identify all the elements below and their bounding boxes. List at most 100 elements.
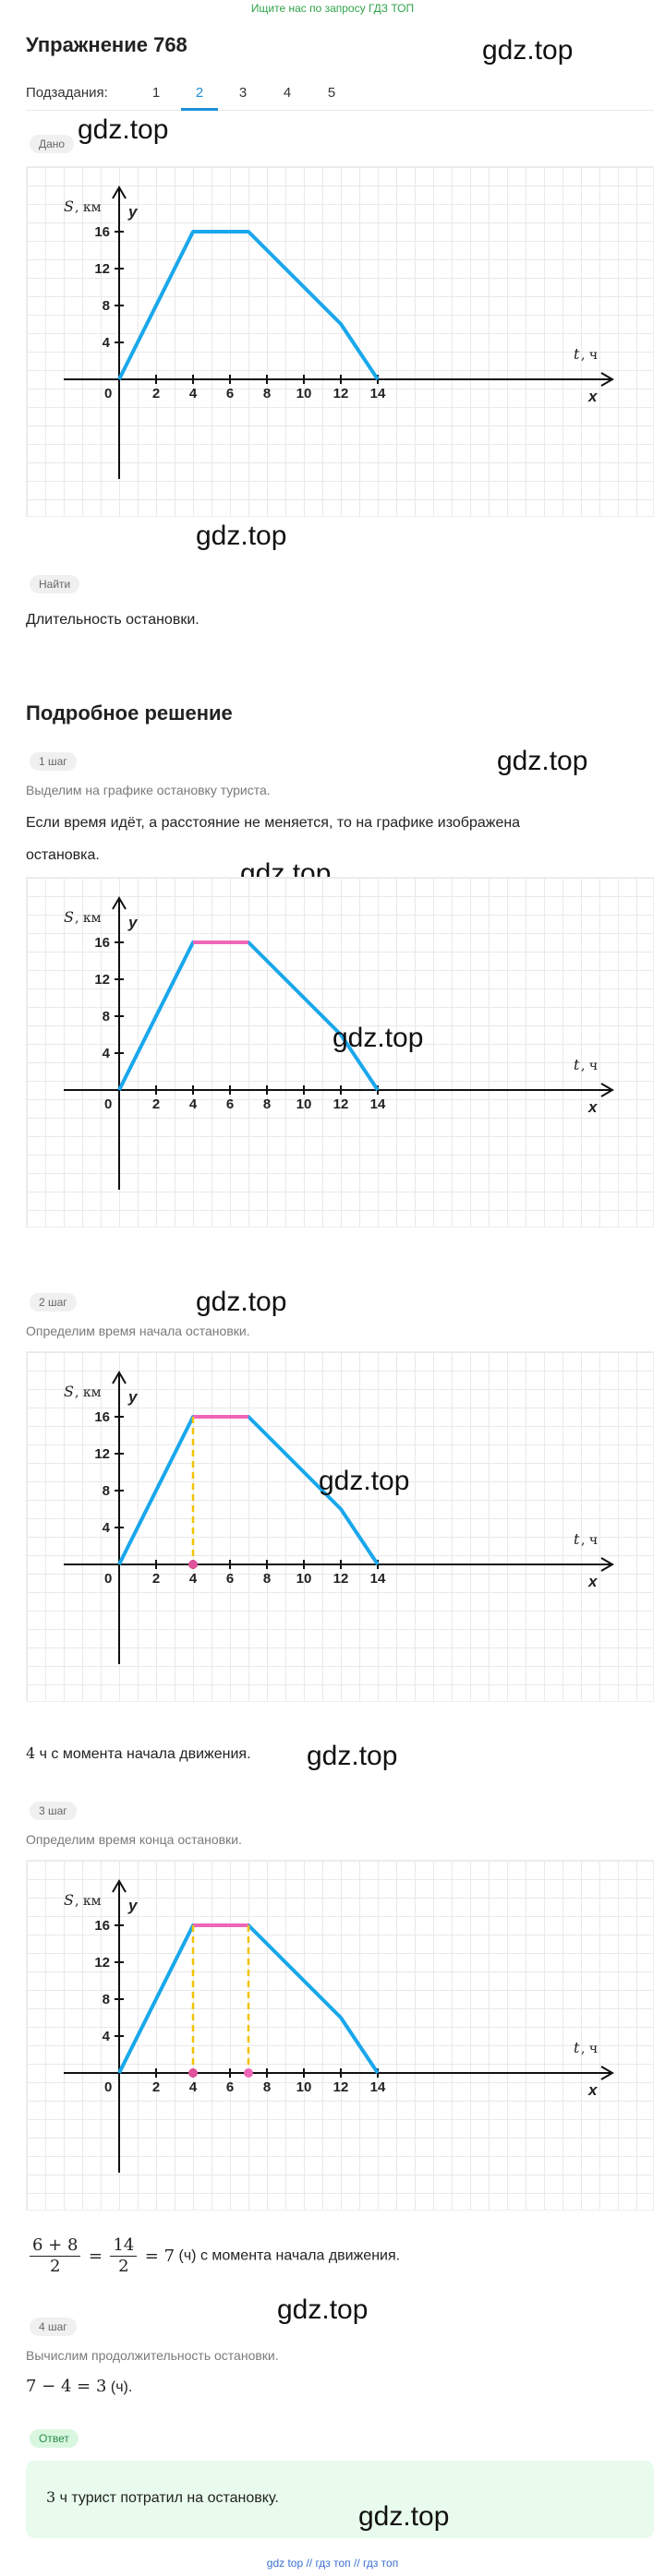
- distance-line: [117, 230, 380, 381]
- x-axis-label-unit: , ч: [581, 1533, 598, 1548]
- watermark: gdz.top: [332, 1023, 424, 1053]
- step-3-caption: Определим время конца остановки.: [26, 1832, 242, 1847]
- x-axis-label-symbol: t: [574, 345, 580, 363]
- y-tick-label: 12: [94, 1446, 110, 1462]
- step-1-text-line2: остановка.: [26, 847, 100, 863]
- step-1-badge: 1 шаг: [30, 752, 77, 771]
- tab-subtask-1[interactable]: 1: [151, 85, 161, 101]
- step-3-graph: S, км y t, ч x 0 2 4 6 8 10 12 14 4 8 12 16: [26, 1860, 654, 2211]
- y-tick-label: 4: [103, 1046, 111, 1061]
- x-tick-label: 10: [296, 1096, 312, 1112]
- watermark: gdz.top: [196, 521, 287, 551]
- y-axis-label-symbol: S: [64, 1383, 74, 1400]
- fraction-2-numerator: 14: [110, 2235, 138, 2257]
- tab-subtask-4[interactable]: 4: [283, 85, 292, 101]
- y-tick-label: 12: [94, 261, 110, 277]
- given-chart-svg: S, км y t, ч x 0 2 4 6 8 10 12 14 4 8 12 16: [64, 186, 614, 479]
- x-axis-label-symbol: t: [574, 2039, 580, 2056]
- step-2-result-value: 4: [26, 1744, 36, 1762]
- step-1-graph: S, км y t, ч x 0 2 4 6 8 10 12 14 4 8 12 16: [26, 877, 654, 1228]
- y-tick-label: 16: [94, 1918, 110, 1934]
- fraction-1-numerator: 6 + 8: [30, 2235, 81, 2257]
- origin-label: 0: [104, 1571, 112, 1587]
- x-axis-letter: x: [587, 2081, 598, 2099]
- tab-subtask-3[interactable]: 3: [238, 85, 248, 101]
- x-tick-label: 6: [226, 2079, 234, 2095]
- equals-sign: =: [88, 2247, 103, 2266]
- x-axis-label-unit: , ч: [581, 1059, 598, 1073]
- x-tick-label: 2: [152, 1571, 160, 1587]
- answer-value: 3: [46, 2488, 56, 2506]
- y-tick-label: 4: [103, 1520, 111, 1536]
- y-axis-arrow: [112, 896, 127, 910]
- y-tick-label: 16: [94, 224, 110, 240]
- x-tick-label: 2: [152, 1096, 160, 1112]
- fraction-1-denominator: 2: [49, 2257, 61, 2276]
- x-tick-label: 14: [370, 2079, 386, 2095]
- step-4-formula: 7 − 4 = 3 (ч).: [26, 2377, 132, 2396]
- step-2-result-text: ч с момента начала движения.: [35, 1746, 251, 1762]
- page-title: Упражнение 768: [26, 33, 187, 56]
- x-tick-label: 10: [296, 2079, 312, 2095]
- x-tick-label: 8: [263, 386, 271, 401]
- x-axis-label-symbol: t: [574, 1530, 580, 1548]
- y-tick-label: 8: [103, 298, 110, 314]
- watermark: gdz.top: [319, 1466, 410, 1496]
- y-axis-label-unit: , км: [75, 911, 102, 926]
- y-tick-label: 16: [94, 1409, 110, 1425]
- y-tick-label: 4: [103, 335, 111, 351]
- step-3-result-text: (ч) с момента начала движения.: [175, 2247, 401, 2264]
- x-axis-arrow: [600, 1083, 614, 1097]
- origin-label: 0: [104, 2079, 112, 2095]
- answer-text: 3 ч турист потратил на остановку.: [46, 2488, 279, 2507]
- subtask-tabs: Подзадания: 1 2 3 4 5: [26, 79, 654, 111]
- y-axis-label-symbol: S: [64, 908, 74, 926]
- start-time-marker: [188, 2068, 198, 2078]
- x-tick-label: 6: [226, 1096, 234, 1112]
- answer-sentence: ч турист потратил на остановку.: [55, 2490, 279, 2506]
- step-1-chart-svg: S, км y t, ч x 0 2 4 6 8 10 12 14 4 8 12 16: [64, 896, 614, 1190]
- x-tick-label: 12: [333, 1571, 349, 1587]
- y-axis-letter: y: [127, 914, 139, 931]
- x-axis-label-symbol: t: [574, 1056, 580, 1073]
- y-axis-arrow: [112, 1879, 127, 1893]
- given-badge: Дано: [30, 135, 75, 153]
- step-3-badge: 3 шаг: [30, 1802, 77, 1820]
- watermark: gdz.top: [358, 2501, 450, 2532]
- solution-title: Подробное решение: [26, 701, 233, 725]
- y-tick-label: 8: [103, 1992, 110, 2007]
- step-4-formula-suffix: (ч).: [106, 2379, 133, 2395]
- origin-label: 0: [104, 386, 112, 401]
- top-promo-link[interactable]: Ищите нас по запросу ГДЗ ТОП: [250, 2, 415, 15]
- y-tick-label: 4: [103, 2029, 111, 2044]
- step-2-caption: Определим время начала остановки.: [26, 1324, 250, 1338]
- x-axis-letter: x: [587, 1573, 598, 1590]
- step-4-caption: Вычислим продолжительность остановки.: [26, 2348, 279, 2363]
- x-tick-label: 8: [263, 2079, 271, 2095]
- find-text: Длительность остановки.: [26, 612, 200, 628]
- step-3-result-value: = 7: [144, 2247, 175, 2266]
- footer-links[interactable]: gdz top // гдз топ // гдз топ: [266, 2557, 399, 2570]
- step-3-formula: 6 + 8 2 = 14 2 = 7 (ч) с момента начала …: [26, 2235, 400, 2277]
- x-tick-label: 4: [189, 1096, 198, 1112]
- y-axis-label-symbol: S: [64, 1891, 74, 1909]
- y-tick-label: 12: [94, 972, 110, 988]
- x-tick-label: 4: [189, 386, 198, 401]
- tab-subtask-2[interactable]: 2: [195, 85, 204, 101]
- answer-box: 3 ч турист потратил на остановку.: [26, 2461, 654, 2538]
- tab-subtask-5[interactable]: 5: [327, 85, 336, 101]
- y-axis-label-unit: , км: [75, 1385, 102, 1400]
- x-tick-label: 12: [333, 386, 349, 401]
- step-3-chart-svg: S, км y t, ч x 0 2 4 6 8 10 12 14 4 8 12 16: [64, 1879, 614, 2173]
- step-2-result: 4 ч с момента начала движения.: [26, 1744, 251, 1763]
- x-tick-label: 4: [189, 1571, 198, 1587]
- x-axis-arrow: [600, 2066, 614, 2080]
- y-axis-arrow: [112, 1371, 127, 1384]
- origin-label: 0: [104, 1096, 112, 1112]
- x-tick-label: 2: [152, 2079, 160, 2095]
- find-badge: Найти: [30, 575, 80, 593]
- y-tick-label: 8: [103, 1483, 110, 1499]
- step-2-badge: 2 шаг: [30, 1293, 77, 1312]
- y-axis-arrow: [112, 186, 127, 199]
- x-tick-label: 6: [226, 386, 234, 401]
